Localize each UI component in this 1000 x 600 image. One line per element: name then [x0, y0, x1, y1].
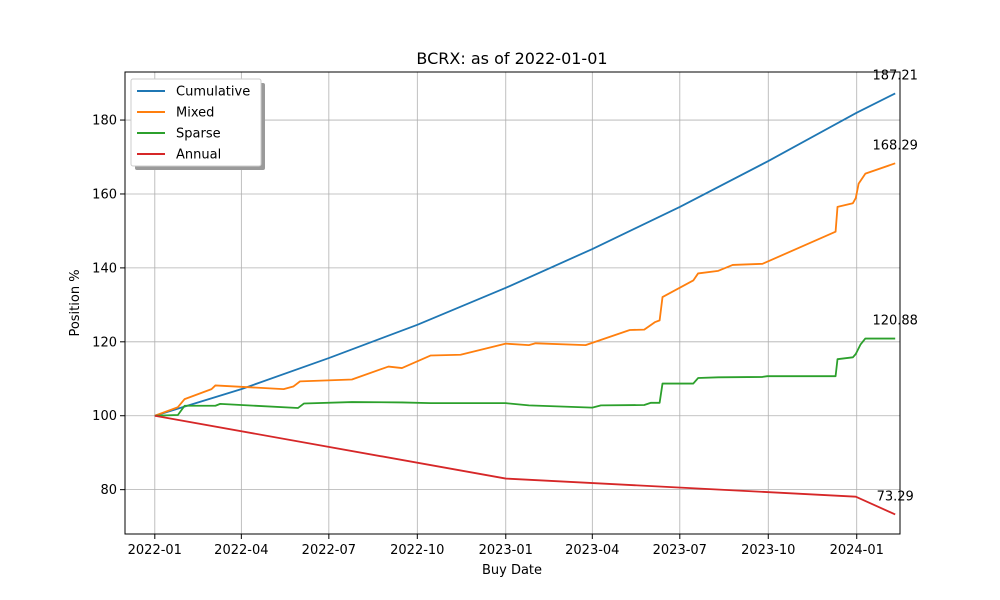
legend-label-mixed: Mixed [176, 106, 214, 121]
x-tick-label: 2023-01 [479, 543, 533, 558]
x-tick-label: 2023-10 [741, 543, 795, 558]
x-tick-label: 2022-10 [390, 543, 444, 558]
legend-label-cumulative: Cumulative [176, 85, 250, 100]
x-tick-label: 2022-01 [128, 543, 182, 558]
x-axis-title: Buy Date [482, 563, 542, 578]
legend-label-sparse: Sparse [176, 127, 221, 142]
end-label-mixed: 168.29 [872, 138, 918, 153]
x-axis: 2022-01 2022-04 2022-07 2022-10 2023-01 2023-… [128, 534, 884, 558]
series-line-sparse [154, 337, 896, 417]
y-tick-label: 160 [92, 187, 117, 202]
end-labels: 187.21 168.29 120.88 73.29 [872, 68, 918, 504]
y-tick-label: 140 [92, 261, 117, 276]
x-tick-label: 2022-04 [214, 543, 268, 558]
legend: Cumulative Mixed Sparse Annual [130, 78, 265, 170]
y-tick-label: 80 [100, 483, 117, 498]
y-tick-label: 120 [92, 335, 117, 350]
series-line-cumulative [154, 92, 896, 417]
series-line-mixed [154, 162, 896, 417]
end-label-annual: 73.29 [877, 489, 914, 504]
y-axis-title: Position % [68, 269, 83, 336]
series-lines [154, 92, 896, 516]
plot-frame [124, 71, 901, 535]
legend-box [130, 78, 262, 167]
end-label-cumulative: 187.21 [872, 68, 918, 83]
legend-label-annual: Annual [176, 148, 221, 163]
end-label-sparse: 120.88 [872, 314, 918, 329]
x-tick-label: 2023-07 [653, 543, 707, 558]
chart-title: BCRX: as of 2022-01-01 [416, 49, 607, 68]
x-tick-label: 2023-04 [565, 543, 619, 558]
series-line-annual [154, 414, 896, 516]
y-axis: 80 100 120 140 160 180 [92, 114, 125, 498]
x-tick-label: 2022-07 [302, 543, 356, 558]
y-tick-label: 100 [92, 409, 117, 424]
x-tick-label: 2024-01 [830, 543, 884, 558]
y-tick-label: 180 [92, 114, 117, 129]
